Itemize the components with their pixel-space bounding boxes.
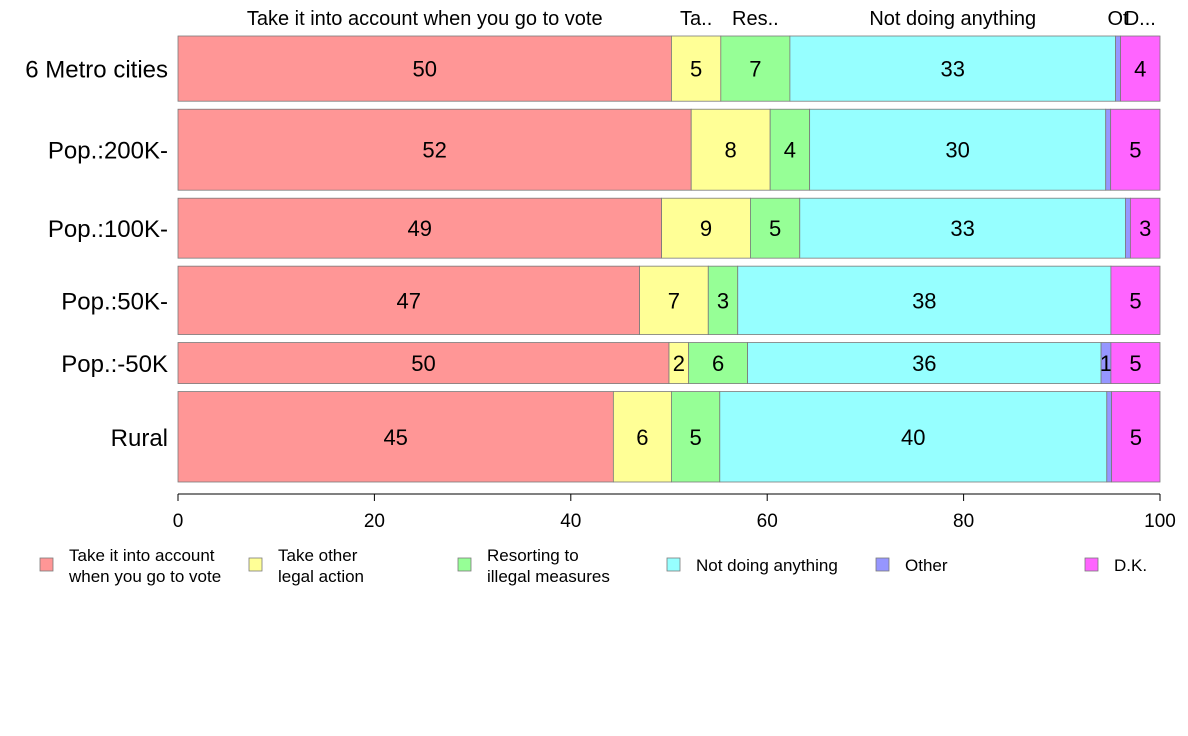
x-tick-label: 20 <box>364 511 385 532</box>
data-label: 40 <box>901 425 925 450</box>
bar-segment <box>737 265 1112 335</box>
legend: Take it into account when you go to vote T… <box>39 546 1147 586</box>
data-label: 5 <box>1130 425 1142 450</box>
data-label: 7 <box>668 288 680 313</box>
category-label: Pop.:-50K <box>61 351 168 378</box>
data-label: 6 <box>636 425 648 450</box>
category-label: Pop.:100K- <box>48 216 168 243</box>
legend-swatch <box>457 557 472 572</box>
category-label: Pop.:50K- <box>61 288 168 315</box>
data-label: 5 <box>690 57 702 82</box>
legend-label: Take other legal action <box>278 546 364 586</box>
bar-segment <box>177 391 614 483</box>
x-tick-label: 60 <box>757 511 778 532</box>
data-label: 9 <box>700 216 712 241</box>
x-tick-label: 100 <box>1144 511 1176 532</box>
data-label: 2 <box>673 351 685 376</box>
data-label: 5 <box>1129 351 1141 376</box>
legend-swatch <box>248 557 263 572</box>
data-label: 38 <box>912 288 936 313</box>
data-label: 47 <box>397 288 421 313</box>
data-label: 8 <box>725 138 737 163</box>
bar-segment <box>719 391 1108 483</box>
top-series-label: Not doing anything <box>869 8 1036 30</box>
legend-label: Other <box>905 556 948 575</box>
category-label: Pop.:200K- <box>48 138 168 165</box>
data-label: 1 <box>1100 351 1112 376</box>
category-label: Rural <box>111 425 168 452</box>
top-series-label: Ta.. <box>680 8 712 30</box>
legend-label: Resorting to illegal measures <box>487 546 610 586</box>
data-label: 5 <box>1129 288 1141 313</box>
data-label: 5 <box>1129 138 1141 163</box>
bar-segment <box>747 342 1102 384</box>
bar-segment <box>1125 197 1131 259</box>
bar-segment <box>769 108 811 191</box>
bar-segment <box>750 197 801 259</box>
bar-segment <box>612 391 672 483</box>
data-label: 30 <box>945 138 969 163</box>
x-tick-label: 0 <box>173 511 184 532</box>
bar-segment <box>177 108 692 191</box>
legend-swatch <box>875 557 890 572</box>
data-label: 45 <box>383 425 407 450</box>
bar-segment <box>1129 197 1161 259</box>
legend-label: Take it into account when you go to vote <box>68 546 221 586</box>
data-label: 52 <box>422 138 446 163</box>
bar-segment <box>690 108 771 191</box>
bar-segment <box>177 197 662 259</box>
data-label: 5 <box>689 425 701 450</box>
x-tick-label: 80 <box>953 511 974 532</box>
bar-segment <box>671 35 722 102</box>
data-label: 3 <box>717 288 729 313</box>
data-label: 4 <box>784 138 796 163</box>
bar-segment <box>1115 35 1121 102</box>
bar-segment <box>1110 108 1161 191</box>
top-series-label: Take it into account when you go to vote <box>247 8 603 30</box>
legend-swatch <box>666 557 681 572</box>
data-label: 33 <box>950 216 974 241</box>
data-label: 50 <box>411 351 435 376</box>
legend-swatch <box>39 557 54 572</box>
bar-segment <box>1111 391 1161 483</box>
bar-segment <box>707 265 739 335</box>
data-label: 49 <box>408 216 432 241</box>
legend-label: D.K. <box>1114 556 1147 575</box>
data-label: 5 <box>769 216 781 241</box>
bar-segment <box>799 197 1126 259</box>
x-tick-label: 40 <box>560 511 581 532</box>
bar-segment <box>809 108 1107 191</box>
row-labels: 6 Metro cities Pop.:200K- Pop.:100K- Pop.:5… <box>25 57 168 452</box>
bar-segment <box>789 35 1116 102</box>
data-label: 6 <box>712 351 724 376</box>
data-label: 7 <box>749 57 761 82</box>
data-label: 4 <box>1134 57 1146 82</box>
bar-segment <box>1105 108 1112 191</box>
bar-segment <box>1120 35 1161 102</box>
x-axis: 0 20 40 60 80 100 <box>173 493 1176 532</box>
data-label: 3 <box>1139 216 1151 241</box>
data-label: 36 <box>912 351 936 376</box>
bars: 50 5 7 33 452 8 4 30 549 9 5 33 347 7 3 38 550 2 6 36 1 545 6 5… <box>177 35 1161 483</box>
legend-label: Not doing anything <box>696 556 838 575</box>
bar-segment <box>1110 265 1161 335</box>
legend-swatch <box>1084 557 1099 572</box>
bar-segment <box>688 342 748 384</box>
top-category-labels: Take it into account when you go to vote… <box>247 8 1156 30</box>
data-label: 33 <box>941 57 965 82</box>
top-series-label: Ot <box>1107 8 1129 30</box>
top-series-label: D... <box>1125 8 1156 30</box>
category-label: 6 Metro cities <box>25 57 168 84</box>
bar-segment <box>1106 391 1113 483</box>
bar-segment <box>1110 342 1161 384</box>
bar-segment <box>661 197 751 259</box>
top-series-label: Res.. <box>732 8 779 30</box>
data-label: 50 <box>412 57 436 82</box>
